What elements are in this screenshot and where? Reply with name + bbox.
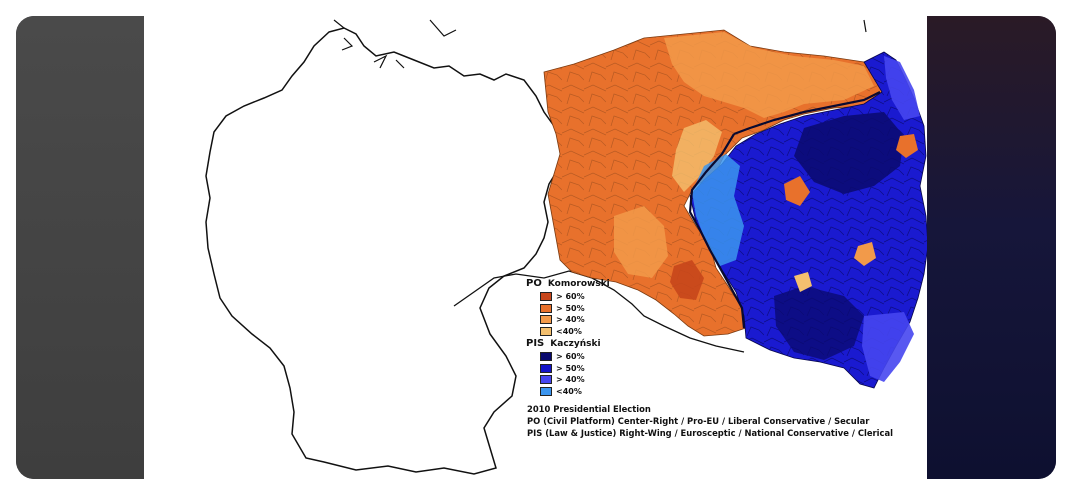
legend-party-po: PO xyxy=(526,278,542,289)
caption-title: 2010 Presidential Election xyxy=(527,404,651,414)
map-svg xyxy=(205,19,927,475)
legend-row: > 50% xyxy=(540,363,926,375)
po-island-south xyxy=(794,272,812,292)
caption-pis-line: PIS (Law & Justice) Right-Wing / Eurosce… xyxy=(527,428,894,439)
legend-candidate-pis: Kaczyński xyxy=(550,339,601,349)
legend-label: > 60% xyxy=(556,292,585,302)
po-light-patch-south xyxy=(614,206,668,278)
legend-row: > 40% xyxy=(540,314,926,326)
pis-light-south xyxy=(862,312,914,382)
po-pis-divide-line xyxy=(688,91,881,329)
po-dark-patch xyxy=(670,260,704,300)
pis-light-east xyxy=(884,56,920,120)
legend-row: > 60% xyxy=(540,291,926,303)
swatch-po-40 xyxy=(540,315,552,325)
swatch-po-60 xyxy=(540,292,552,302)
map-caption: 2010 Presidential Election PO (Civil Pla… xyxy=(527,403,927,440)
swatch-pis-50 xyxy=(540,363,552,373)
election-map-image: PO Komorowski > 60% > 50% > 40% <40% PIS… xyxy=(144,16,927,479)
legend-row: <40% xyxy=(540,386,926,398)
pis-dark-south xyxy=(774,286,864,360)
legend-label: > 50% xyxy=(556,303,585,313)
po-island-lublin xyxy=(854,242,876,266)
legend-row: > 50% xyxy=(540,303,926,315)
legend-label: > 50% xyxy=(556,363,585,373)
legend-party-pis: PIS xyxy=(526,338,545,349)
po-light-patch-north xyxy=(664,32,874,118)
media-card[interactable]: PO Komorowski > 60% > 50% > 40% <40% PIS… xyxy=(16,16,1056,479)
southern-border-line xyxy=(453,270,745,353)
legend-label: <40% xyxy=(556,326,582,336)
legend-row: <40% xyxy=(540,326,926,338)
legend-label: > 40% xyxy=(556,375,585,385)
denmark-border xyxy=(333,19,867,37)
swatch-po-under40 xyxy=(540,326,552,336)
swatch-po-50 xyxy=(540,303,552,313)
po-island-center xyxy=(784,176,810,206)
legend-row: > 60% xyxy=(540,351,926,363)
caption-po-line: PO (Civil Platform) Center-Right / Pro-E… xyxy=(527,416,870,427)
legend-row: > 40% xyxy=(540,374,926,386)
legend-label: > 40% xyxy=(556,315,585,325)
baltic-coast-fragment xyxy=(341,37,405,69)
po-island-east xyxy=(896,134,918,158)
right-blur-panel xyxy=(927,16,1056,479)
swatch-pis-under40 xyxy=(540,386,552,396)
legend-group-pis: PIS Kaczyński > 60% > 50% > 40% <40% xyxy=(526,338,926,397)
germany-outline xyxy=(205,27,565,475)
legend-group-po: PO Komorowski > 60% > 50% > 40% <40% xyxy=(526,278,926,337)
legend-label: <40% xyxy=(556,386,582,396)
swatch-pis-60 xyxy=(540,352,552,362)
map-legend: PO Komorowski > 60% > 50% > 40% <40% PIS… xyxy=(526,278,926,397)
po-light-patch-mid xyxy=(672,120,722,192)
swatch-pis-40 xyxy=(540,375,552,385)
left-blur-panel xyxy=(16,16,144,479)
pis-dark-core xyxy=(794,112,904,194)
legend-label: > 60% xyxy=(556,352,585,362)
legend-candidate-po: Komorowski xyxy=(547,279,610,289)
